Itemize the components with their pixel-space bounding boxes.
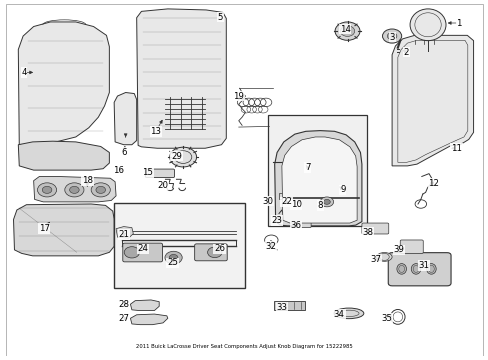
Polygon shape bbox=[391, 35, 472, 166]
Polygon shape bbox=[281, 137, 356, 223]
Text: 2: 2 bbox=[403, 48, 408, 57]
Text: 10: 10 bbox=[290, 200, 301, 209]
Ellipse shape bbox=[396, 264, 406, 274]
Ellipse shape bbox=[410, 264, 420, 274]
Circle shape bbox=[207, 247, 222, 258]
Text: 28: 28 bbox=[118, 300, 129, 309]
Text: 14: 14 bbox=[339, 24, 350, 33]
Text: 17: 17 bbox=[39, 224, 50, 233]
Ellipse shape bbox=[376, 252, 391, 261]
Polygon shape bbox=[14, 204, 114, 256]
Circle shape bbox=[96, 186, 105, 193]
Circle shape bbox=[38, 183, 57, 197]
Circle shape bbox=[320, 197, 333, 207]
Text: 24: 24 bbox=[137, 244, 148, 253]
Polygon shape bbox=[279, 193, 287, 199]
Text: 26: 26 bbox=[214, 244, 224, 253]
FancyBboxPatch shape bbox=[399, 240, 423, 253]
Text: 36: 36 bbox=[290, 221, 301, 230]
Text: 7: 7 bbox=[305, 163, 310, 172]
Polygon shape bbox=[18, 141, 109, 170]
Text: 12: 12 bbox=[427, 179, 438, 188]
Circle shape bbox=[382, 29, 401, 43]
FancyBboxPatch shape bbox=[361, 223, 388, 234]
FancyBboxPatch shape bbox=[194, 244, 227, 261]
Text: 27: 27 bbox=[118, 314, 129, 323]
Polygon shape bbox=[130, 314, 167, 325]
Polygon shape bbox=[116, 226, 133, 238]
Text: 30: 30 bbox=[262, 197, 272, 206]
Text: 11: 11 bbox=[450, 144, 461, 153]
Circle shape bbox=[164, 251, 182, 264]
Text: 15: 15 bbox=[142, 168, 153, 177]
Text: 32: 32 bbox=[265, 242, 276, 251]
Circle shape bbox=[64, 183, 84, 197]
Circle shape bbox=[91, 183, 110, 197]
FancyBboxPatch shape bbox=[145, 169, 174, 177]
Circle shape bbox=[169, 147, 196, 167]
Text: 13: 13 bbox=[150, 127, 161, 136]
Text: 6: 6 bbox=[121, 148, 126, 157]
Text: 16: 16 bbox=[113, 166, 124, 175]
Text: 34: 34 bbox=[333, 310, 344, 319]
Bar bbox=[274, 301, 305, 310]
Text: 18: 18 bbox=[81, 176, 93, 185]
Text: 33: 33 bbox=[276, 302, 287, 311]
Circle shape bbox=[334, 22, 359, 40]
Circle shape bbox=[169, 255, 178, 261]
Text: 25: 25 bbox=[167, 258, 178, 267]
Ellipse shape bbox=[409, 9, 445, 41]
Circle shape bbox=[323, 199, 329, 204]
Polygon shape bbox=[18, 22, 109, 145]
Text: 37: 37 bbox=[370, 255, 381, 264]
Text: 38: 38 bbox=[362, 228, 373, 237]
Text: 21: 21 bbox=[118, 230, 129, 239]
Polygon shape bbox=[114, 93, 137, 145]
Polygon shape bbox=[137, 9, 226, 148]
Text: 4: 4 bbox=[21, 68, 27, 77]
Circle shape bbox=[386, 32, 396, 40]
Polygon shape bbox=[274, 131, 361, 226]
Polygon shape bbox=[34, 176, 116, 202]
FancyBboxPatch shape bbox=[294, 212, 310, 228]
Text: 5: 5 bbox=[217, 13, 223, 22]
Text: 35: 35 bbox=[381, 314, 392, 323]
Text: 29: 29 bbox=[171, 152, 182, 161]
Ellipse shape bbox=[426, 264, 435, 274]
Text: 23: 23 bbox=[271, 216, 282, 225]
Circle shape bbox=[42, 186, 52, 193]
Circle shape bbox=[340, 26, 354, 36]
Text: 2011 Buick LaCrosse Driver Seat Components Adjust Knob Diagram for 15222985: 2011 Buick LaCrosse Driver Seat Componen… bbox=[136, 344, 352, 348]
Text: 9: 9 bbox=[339, 185, 345, 194]
Text: 8: 8 bbox=[317, 201, 322, 210]
Bar bbox=[114, 203, 244, 288]
Text: 22: 22 bbox=[281, 197, 291, 206]
FancyBboxPatch shape bbox=[122, 243, 162, 262]
Text: 20: 20 bbox=[157, 181, 168, 190]
Ellipse shape bbox=[333, 308, 363, 319]
Text: 3: 3 bbox=[388, 33, 394, 42]
Polygon shape bbox=[130, 300, 159, 311]
FancyBboxPatch shape bbox=[387, 253, 450, 286]
Bar bbox=[267, 115, 366, 226]
Text: 39: 39 bbox=[392, 246, 404, 255]
Circle shape bbox=[69, 186, 79, 193]
Circle shape bbox=[124, 247, 139, 258]
Text: 31: 31 bbox=[418, 261, 429, 270]
Text: 19: 19 bbox=[233, 91, 244, 100]
Text: 1: 1 bbox=[455, 18, 461, 27]
